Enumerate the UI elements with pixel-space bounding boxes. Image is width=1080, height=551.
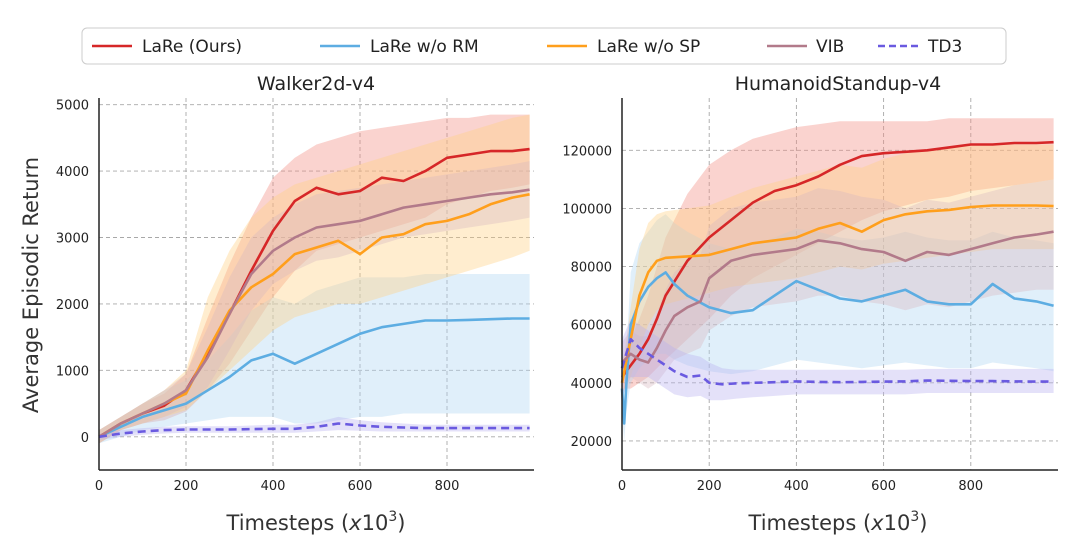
legend: LaRe (Ours) LaRe w/o RM LaRe w/o SP VIB …: [81, 27, 1007, 65]
y-tick-label: 0: [81, 431, 89, 446]
y-axis-label: Average Episodic Return: [19, 157, 43, 413]
series-line-td3: [98, 422, 530, 439]
panel-title-walker2d: Walker2d-v4: [257, 73, 375, 95]
series-line-vib: [98, 188, 530, 438]
x-tick-label: 400: [784, 479, 809, 494]
y-tick-label: 5000: [56, 99, 89, 114]
panel-walker2d: Walker2d-v4 Average Episodic Return Time…: [19, 73, 534, 535]
band-lare-ours: [622, 118, 1054, 389]
panel-title-humanoidstandup: HumanoidStandup-v4: [735, 73, 942, 95]
x-axis-label-humanoidstandup: Timesteps (x103): [748, 509, 928, 535]
band-td3: [622, 318, 1054, 401]
y-tick-label: 3000: [56, 232, 89, 247]
y-tick-label: 20000: [571, 435, 612, 450]
series-line-lare-w-o-rm: [98, 317, 530, 438]
legend-label-lare-wo-sp: LaRe w/o SP: [597, 37, 700, 57]
legend-label-lare-wo-rm: LaRe w/o RM: [370, 37, 479, 57]
x-tick-label: 0: [95, 479, 103, 494]
series-line-vib: [621, 230, 1054, 364]
band-lare-w-o-rm: [622, 214, 1054, 441]
band-lare-w-o-rm: [99, 274, 530, 444]
y-tick-label: 80000: [571, 261, 612, 276]
x-tick-label: 200: [174, 479, 199, 494]
legend-label-td3: TD3: [927, 37, 962, 57]
legend-label-lare: LaRe (Ours): [142, 37, 242, 57]
x-tick-label: 200: [697, 479, 722, 494]
y-tick-label: 1000: [56, 364, 89, 379]
x-axis-label-walker2d: Timesteps (x103): [226, 509, 406, 535]
series-line-td3: [620, 337, 1054, 386]
x-tick-label: 400: [261, 479, 286, 494]
y-tick-label: 4000: [56, 165, 89, 180]
y-tick-label: 40000: [571, 377, 612, 392]
y-tick-label: 2000: [56, 298, 89, 313]
x-tick-label: 600: [871, 479, 896, 494]
series-line-lare-w-o-sp: [620, 204, 1054, 384]
y-tick-label: 120000: [562, 144, 612, 159]
x-tick-label: 600: [348, 479, 373, 494]
series-line-lare-w-o-rm: [620, 271, 1054, 425]
series-line-lare-ours: [620, 140, 1054, 378]
y-tick-label: 100000: [562, 202, 612, 217]
y-tick-label: 60000: [571, 319, 612, 334]
band-vib: [99, 161, 530, 444]
band-lare-w-o-sp: [622, 144, 1054, 395]
band-vib: [622, 179, 1054, 389]
panel-humanoidstandup: HumanoidStandup-v4 Timesteps (x103) 0 200…: [562, 73, 1058, 535]
x-tick-label: 800: [435, 479, 460, 494]
legend-box: [81, 27, 1007, 65]
legend-label-vib: VIB: [816, 37, 844, 57]
x-tick-label: 0: [618, 479, 626, 494]
x-tick-label: 800: [958, 479, 983, 494]
band-td3: [99, 416, 530, 441]
